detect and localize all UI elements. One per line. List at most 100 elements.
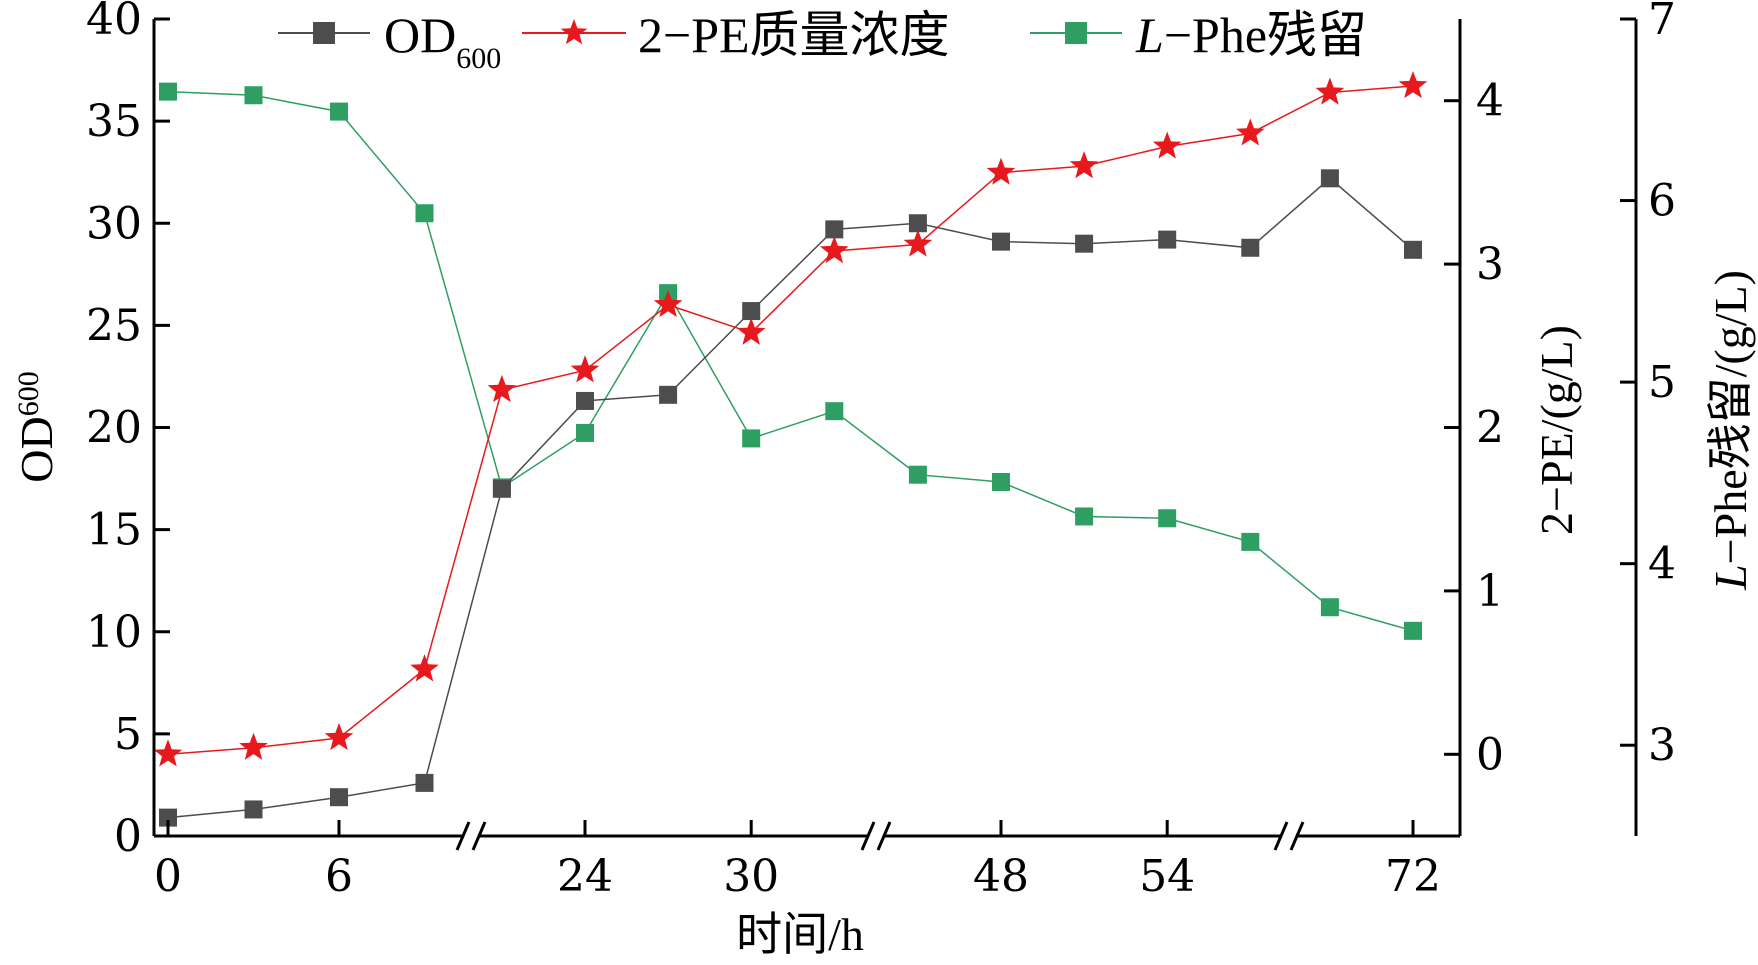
x-axis-break-mark	[876, 821, 892, 851]
data-point-square	[330, 102, 348, 121]
left-y-tick-label: 10	[86, 607, 142, 658]
data-point-square	[576, 391, 594, 410]
x-axis-break-mark	[1289, 821, 1305, 851]
x-tick-label: 30	[723, 851, 779, 902]
right2-y-tick-label: 5	[1648, 357, 1676, 408]
data-point-square	[1158, 509, 1177, 528]
data-point-square	[992, 472, 1010, 491]
data-point-star	[1152, 131, 1182, 159]
left-y-tick-label: 5	[114, 709, 142, 760]
data-point-square	[908, 465, 927, 484]
left-y-tick-label: 15	[86, 505, 142, 556]
data-point-star	[820, 236, 849, 264]
right2-y-tick-label: 6	[1648, 176, 1676, 227]
legend: OD600 2−PE质量浓度 L−Phe残留	[278, 7, 1367, 75]
data-point-star	[1236, 118, 1265, 146]
right2-axis-title: L−Phe残留/(g/L)	[1705, 270, 1756, 591]
x-axis-break-mark	[455, 821, 471, 851]
data-point-square	[244, 86, 263, 105]
data-point-square	[1158, 230, 1177, 249]
legend-label-lphe-italic: L	[1135, 7, 1164, 63]
data-point-square	[1320, 598, 1339, 617]
right1-y-tick-label: 3	[1476, 239, 1504, 290]
right2-y-tick-label: 3	[1648, 720, 1676, 771]
left-y-tick-label: 0	[114, 811, 142, 862]
left-y-tick-label: 25	[86, 300, 142, 351]
legend-marker-star-icon	[560, 19, 588, 45]
data-point-square	[1241, 532, 1260, 551]
left-y-tick-label: 30	[86, 198, 142, 249]
x-axis-break-mark	[471, 821, 487, 851]
data-point-square	[992, 232, 1010, 251]
data-point-star	[410, 654, 439, 682]
data-point-square	[908, 214, 927, 233]
right2-axis-title-italic: L	[1705, 564, 1756, 591]
series-lphe	[159, 82, 1422, 640]
data-point-star	[653, 289, 683, 318]
data-point-square	[576, 423, 594, 442]
legend-label-2pe: 2−PE质量浓度	[638, 7, 950, 63]
x-axis-break-gap	[462, 833, 480, 839]
x-axis-break-gap	[867, 833, 885, 839]
x-tick-label: 48	[973, 851, 1029, 902]
legend-label-od-main: OD	[384, 7, 456, 63]
legend-marker-square-icon	[1065, 22, 1087, 44]
data-point-square	[244, 800, 263, 819]
data-point-square	[1404, 240, 1422, 259]
data-point-square	[159, 82, 177, 101]
x-axis-title: 时间/h	[736, 909, 864, 960]
data-point-star	[324, 723, 354, 751]
data-point-star	[736, 317, 766, 345]
data-point-star	[903, 229, 933, 257]
right2-y-tick-label: 7	[1648, 0, 1676, 45]
data-point-star	[487, 374, 517, 403]
data-point-star	[153, 739, 183, 767]
data-point-square	[742, 429, 761, 448]
data-point-square	[1075, 507, 1094, 526]
x-tick-label: 24	[557, 851, 613, 902]
data-point-square	[825, 402, 844, 421]
right1-y-tick-label: 0	[1476, 729, 1504, 780]
left-axis-title-main: OD	[11, 416, 62, 482]
data-point-square	[659, 385, 678, 404]
right1-y-tick-label: 1	[1476, 566, 1504, 617]
data-point-star	[1069, 151, 1099, 179]
x-tick-label: 72	[1385, 851, 1441, 902]
series-line-od600	[167, 177, 1414, 819]
data-point-square	[330, 788, 348, 807]
data-point-square	[1075, 234, 1094, 253]
legend-label-lphe-rest: −Phe残留	[1164, 7, 1367, 63]
series-line-lphe	[167, 90, 1414, 632]
left-y-tick-label: 35	[86, 96, 142, 147]
left-axis-title-sub: 600	[12, 371, 45, 416]
legend-item-od600: OD600	[278, 7, 501, 75]
series-2pe	[153, 71, 1428, 767]
legend-label-od600: OD600	[384, 7, 501, 75]
right1-y-tick-label: 4	[1476, 76, 1504, 127]
legend-item-lphe: L−Phe残留	[1030, 7, 1367, 63]
data-point-star	[239, 732, 268, 760]
left-y-tick-label: 40	[86, 0, 142, 45]
data-point-square	[159, 808, 177, 827]
data-point-square	[415, 204, 434, 223]
data-point-square	[415, 773, 434, 792]
data-point-square	[742, 302, 761, 321]
x-tick-label: 6	[325, 851, 353, 902]
x-tick-label: 0	[154, 851, 182, 902]
x-axis-break-gap	[1280, 833, 1298, 839]
right2-y-tick-label: 4	[1648, 539, 1676, 590]
data-point-square	[1404, 621, 1422, 640]
legend-label-lphe: L−Phe残留	[1135, 7, 1367, 63]
data-point-star	[986, 157, 1016, 185]
x-tick-label: 54	[1139, 851, 1195, 902]
right2-axis-title-rest: −Phe残留/(g/L)	[1705, 270, 1756, 564]
data-point-square	[825, 220, 844, 239]
data-point-star	[1315, 77, 1345, 105]
legend-marker-square-icon	[313, 22, 335, 44]
series-line-2pe	[167, 85, 1414, 756]
data-point-star	[1398, 71, 1428, 99]
series-layer	[153, 71, 1428, 827]
data-point-square	[492, 479, 511, 498]
data-point-square	[1320, 169, 1339, 188]
